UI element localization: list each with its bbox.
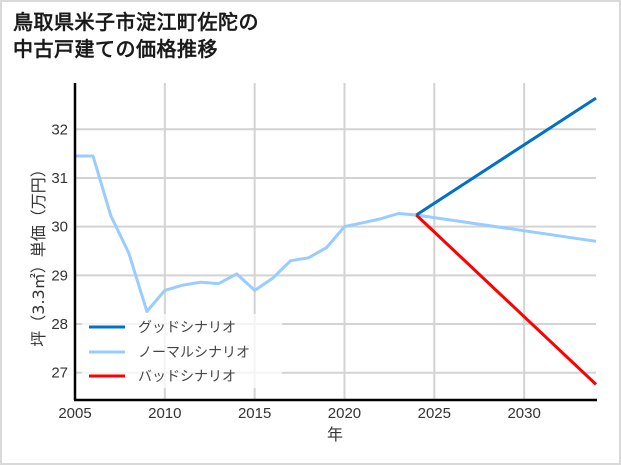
x-tick-label: 2020 [328, 405, 361, 422]
legend-item-good: グッドシナリオ [89, 320, 236, 336]
x-tick-label: 2030 [507, 405, 540, 422]
legend-label-good: グッドシナリオ [138, 320, 236, 336]
y-tick-label: 32 [51, 121, 68, 138]
x-tick-label: 2005 [58, 405, 91, 422]
legend-item-normal: ノーマルシナリオ [89, 345, 250, 361]
y-tick-label: 31 [51, 170, 68, 187]
x-tick-label: 2015 [238, 405, 271, 422]
y-tick-label: 29 [51, 267, 68, 284]
series-normal-line [75, 154, 597, 313]
y-axis-label: 坪（3.3㎡）単価（万円） [29, 161, 48, 346]
legend-label-normal: ノーマルシナリオ [138, 345, 250, 361]
axes [73, 83, 597, 402]
y-tick-label: 28 [51, 316, 68, 333]
y-tick-label: 30 [51, 219, 68, 236]
legend: グッドシナリオ ノーマルシナリオ バッドシナリオ [82, 314, 282, 388]
y-tick-label: 27 [51, 365, 68, 382]
y-tick-labels: 27 28 29 30 31 32 [51, 121, 68, 381]
chart-title-line1: 鳥取県米子市淀江町佐陀の [13, 10, 259, 34]
chart-title-line2: 中古戸建ての価格推移 [13, 37, 218, 61]
series-bad-line [415, 213, 598, 386]
x-tick-labels: 2005 2010 2015 2020 2025 2030 [58, 405, 541, 422]
x-axis-label: 年 [327, 425, 343, 444]
chart-title: 鳥取県米子市淀江町佐陀の 中古戸建ての価格推移 [13, 9, 259, 63]
x-tick-label: 2010 [148, 405, 181, 422]
series-good-line [415, 96, 597, 217]
legend-label-bad: バッドシナリオ [138, 369, 236, 385]
x-tick-label: 2025 [418, 405, 451, 422]
legend-item-bad: バッドシナリオ [89, 369, 236, 385]
series-lines [75, 96, 598, 386]
